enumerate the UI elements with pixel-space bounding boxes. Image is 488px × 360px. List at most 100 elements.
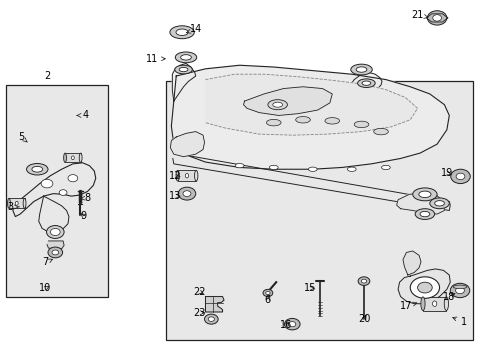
Ellipse shape (174, 65, 192, 74)
Circle shape (204, 314, 218, 324)
Circle shape (284, 319, 300, 330)
Circle shape (59, 190, 67, 195)
Text: 21: 21 (410, 10, 427, 20)
Text: 2: 2 (44, 71, 50, 81)
Ellipse shape (353, 121, 368, 128)
Ellipse shape (308, 167, 317, 171)
Ellipse shape (373, 129, 387, 135)
Text: 10: 10 (40, 283, 52, 293)
Ellipse shape (419, 211, 429, 217)
Polygon shape (243, 87, 331, 116)
Ellipse shape (418, 191, 430, 198)
Circle shape (48, 247, 62, 258)
Ellipse shape (432, 301, 436, 306)
Ellipse shape (355, 67, 366, 72)
Ellipse shape (267, 100, 287, 110)
Ellipse shape (361, 81, 370, 85)
Polygon shape (39, 196, 69, 233)
Bar (165, 81, 472, 339)
Text: 4: 4 (77, 111, 89, 121)
Bar (422, 297, 446, 311)
Ellipse shape (79, 153, 82, 162)
Circle shape (41, 179, 53, 188)
Polygon shape (13, 163, 96, 217)
Circle shape (50, 228, 60, 235)
Text: 14: 14 (186, 24, 202, 35)
Circle shape (263, 289, 272, 297)
Ellipse shape (8, 198, 10, 208)
Polygon shape (172, 153, 449, 211)
Circle shape (46, 226, 64, 238)
Circle shape (208, 317, 214, 321)
Ellipse shape (175, 52, 196, 63)
Polygon shape (397, 269, 449, 304)
Bar (65, 153, 81, 162)
Circle shape (265, 291, 269, 294)
Ellipse shape (169, 26, 194, 39)
Polygon shape (347, 72, 381, 112)
Text: 15: 15 (304, 283, 316, 293)
Ellipse shape (414, 209, 434, 220)
Polygon shape (170, 132, 204, 157)
Text: 9: 9 (81, 211, 86, 221)
Ellipse shape (272, 102, 282, 107)
Circle shape (357, 277, 369, 285)
Text: 5: 5 (18, 132, 27, 142)
Ellipse shape (266, 120, 281, 126)
Ellipse shape (412, 188, 436, 201)
Polygon shape (172, 63, 195, 101)
Text: 11: 11 (145, 54, 165, 64)
Text: 22: 22 (193, 287, 205, 297)
Circle shape (178, 187, 195, 200)
Text: 13: 13 (169, 191, 181, 201)
Polygon shape (205, 297, 224, 312)
Circle shape (427, 11, 446, 25)
Polygon shape (402, 251, 420, 275)
Circle shape (409, 277, 439, 298)
Text: 16: 16 (279, 320, 291, 330)
Text: 23: 23 (193, 308, 205, 318)
Ellipse shape (185, 174, 188, 178)
Ellipse shape (434, 201, 444, 206)
Text: 12: 12 (169, 171, 181, 181)
Ellipse shape (350, 64, 371, 75)
Ellipse shape (176, 170, 179, 181)
Text: 6: 6 (264, 295, 270, 305)
Polygon shape (47, 241, 64, 249)
Polygon shape (171, 65, 448, 169)
Bar (5, 85, 108, 297)
Ellipse shape (444, 297, 447, 311)
Text: 17: 17 (399, 301, 416, 311)
Text: 8: 8 (81, 193, 90, 203)
Ellipse shape (180, 55, 191, 60)
Circle shape (455, 173, 464, 180)
Ellipse shape (71, 156, 74, 159)
Polygon shape (396, 193, 444, 214)
Bar (9, 198, 24, 208)
Circle shape (449, 283, 469, 298)
Bar (177, 170, 196, 181)
Ellipse shape (194, 170, 198, 181)
Ellipse shape (32, 166, 42, 172)
Circle shape (432, 15, 441, 21)
Ellipse shape (23, 198, 26, 208)
Circle shape (450, 169, 469, 184)
Ellipse shape (429, 198, 448, 209)
Text: 3: 3 (7, 202, 19, 212)
Ellipse shape (235, 163, 244, 168)
Ellipse shape (295, 117, 310, 123)
Ellipse shape (452, 285, 466, 289)
Ellipse shape (325, 118, 339, 124)
Circle shape (183, 191, 190, 197)
Ellipse shape (179, 67, 187, 72)
Ellipse shape (63, 153, 66, 162)
Circle shape (288, 321, 295, 327)
Ellipse shape (15, 201, 18, 205)
Text: 18: 18 (442, 292, 454, 302)
Ellipse shape (346, 167, 355, 171)
Circle shape (455, 287, 464, 294)
Circle shape (417, 282, 431, 293)
Circle shape (68, 175, 78, 182)
Circle shape (52, 250, 59, 255)
Circle shape (361, 279, 366, 283)
